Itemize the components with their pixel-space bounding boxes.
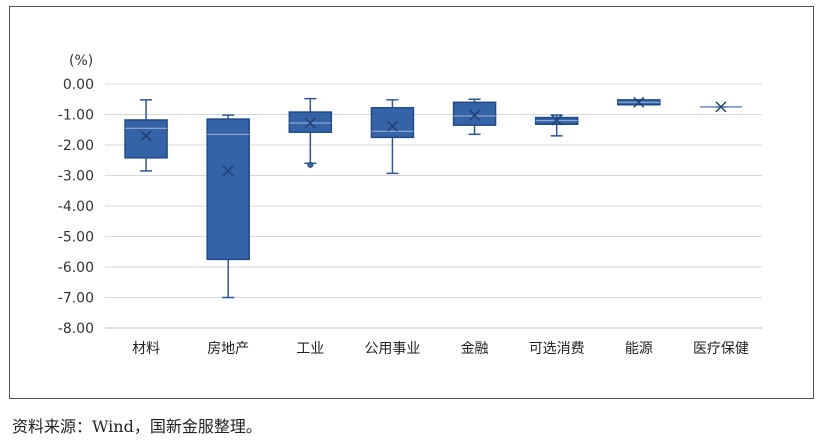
chart-frame: 0.00 -1.00 -2.00 -3.00 -4.00 -5.00 -6.00 -7.00 -… — [9, 6, 814, 399]
y-tick-label: -5.00 — [58, 230, 94, 246]
category-label: 可选消费 — [529, 341, 585, 357]
box-plot-chart: 0.00 -1.00 -2.00 -3.00 -4.00 -5.00 -6.00 -7.00 -… — [58, 53, 762, 357]
source-note: 资料来源：Wind，国新金服整理。 — [12, 417, 262, 436]
y-unit-label: (%) — [69, 53, 93, 69]
y-tick-label: 0.00 — [63, 77, 94, 93]
box-group: 可选消费 — [529, 114, 585, 357]
box-group: 金融 — [452, 98, 497, 357]
category-label: 工业 — [296, 341, 324, 357]
category-label: 能源 — [625, 341, 653, 357]
y-tick-label: -4.00 — [58, 199, 94, 215]
mean-marker — [715, 101, 727, 113]
outlier-point — [307, 161, 314, 168]
category-label: 公用事业 — [364, 341, 420, 357]
mean-marker — [551, 114, 563, 126]
mean-marker — [140, 130, 152, 142]
box-group: 材料 — [124, 99, 168, 357]
y-tick-label: -8.00 — [58, 321, 94, 337]
box-rect — [370, 107, 415, 139]
box-rect — [452, 101, 497, 126]
y-tick-label: -1.00 — [58, 108, 94, 124]
category-label: 材料 — [132, 341, 160, 357]
category-label: 金融 — [461, 341, 489, 357]
box-group: 公用事业 — [364, 99, 420, 357]
mean-marker — [469, 109, 481, 121]
box-group: 工业 — [288, 97, 333, 357]
y-tick-label: -6.00 — [58, 260, 94, 276]
mean-marker — [222, 165, 234, 177]
box-group: 医疗保健 — [693, 101, 749, 357]
box-group: 房地产 — [206, 114, 250, 357]
category-label: 房地产 — [207, 341, 249, 357]
category-label: 医疗保健 — [693, 341, 749, 357]
box-group: 能源 — [617, 96, 661, 357]
mean-marker — [386, 120, 398, 132]
y-tick-label: -2.00 — [58, 138, 94, 154]
box-rect — [124, 119, 168, 159]
mean-marker — [304, 117, 316, 129]
box-rect — [206, 118, 250, 261]
y-tick-label: -7.00 — [58, 291, 94, 307]
mean-marker — [633, 96, 645, 108]
y-tick-label: -3.00 — [58, 169, 94, 185]
